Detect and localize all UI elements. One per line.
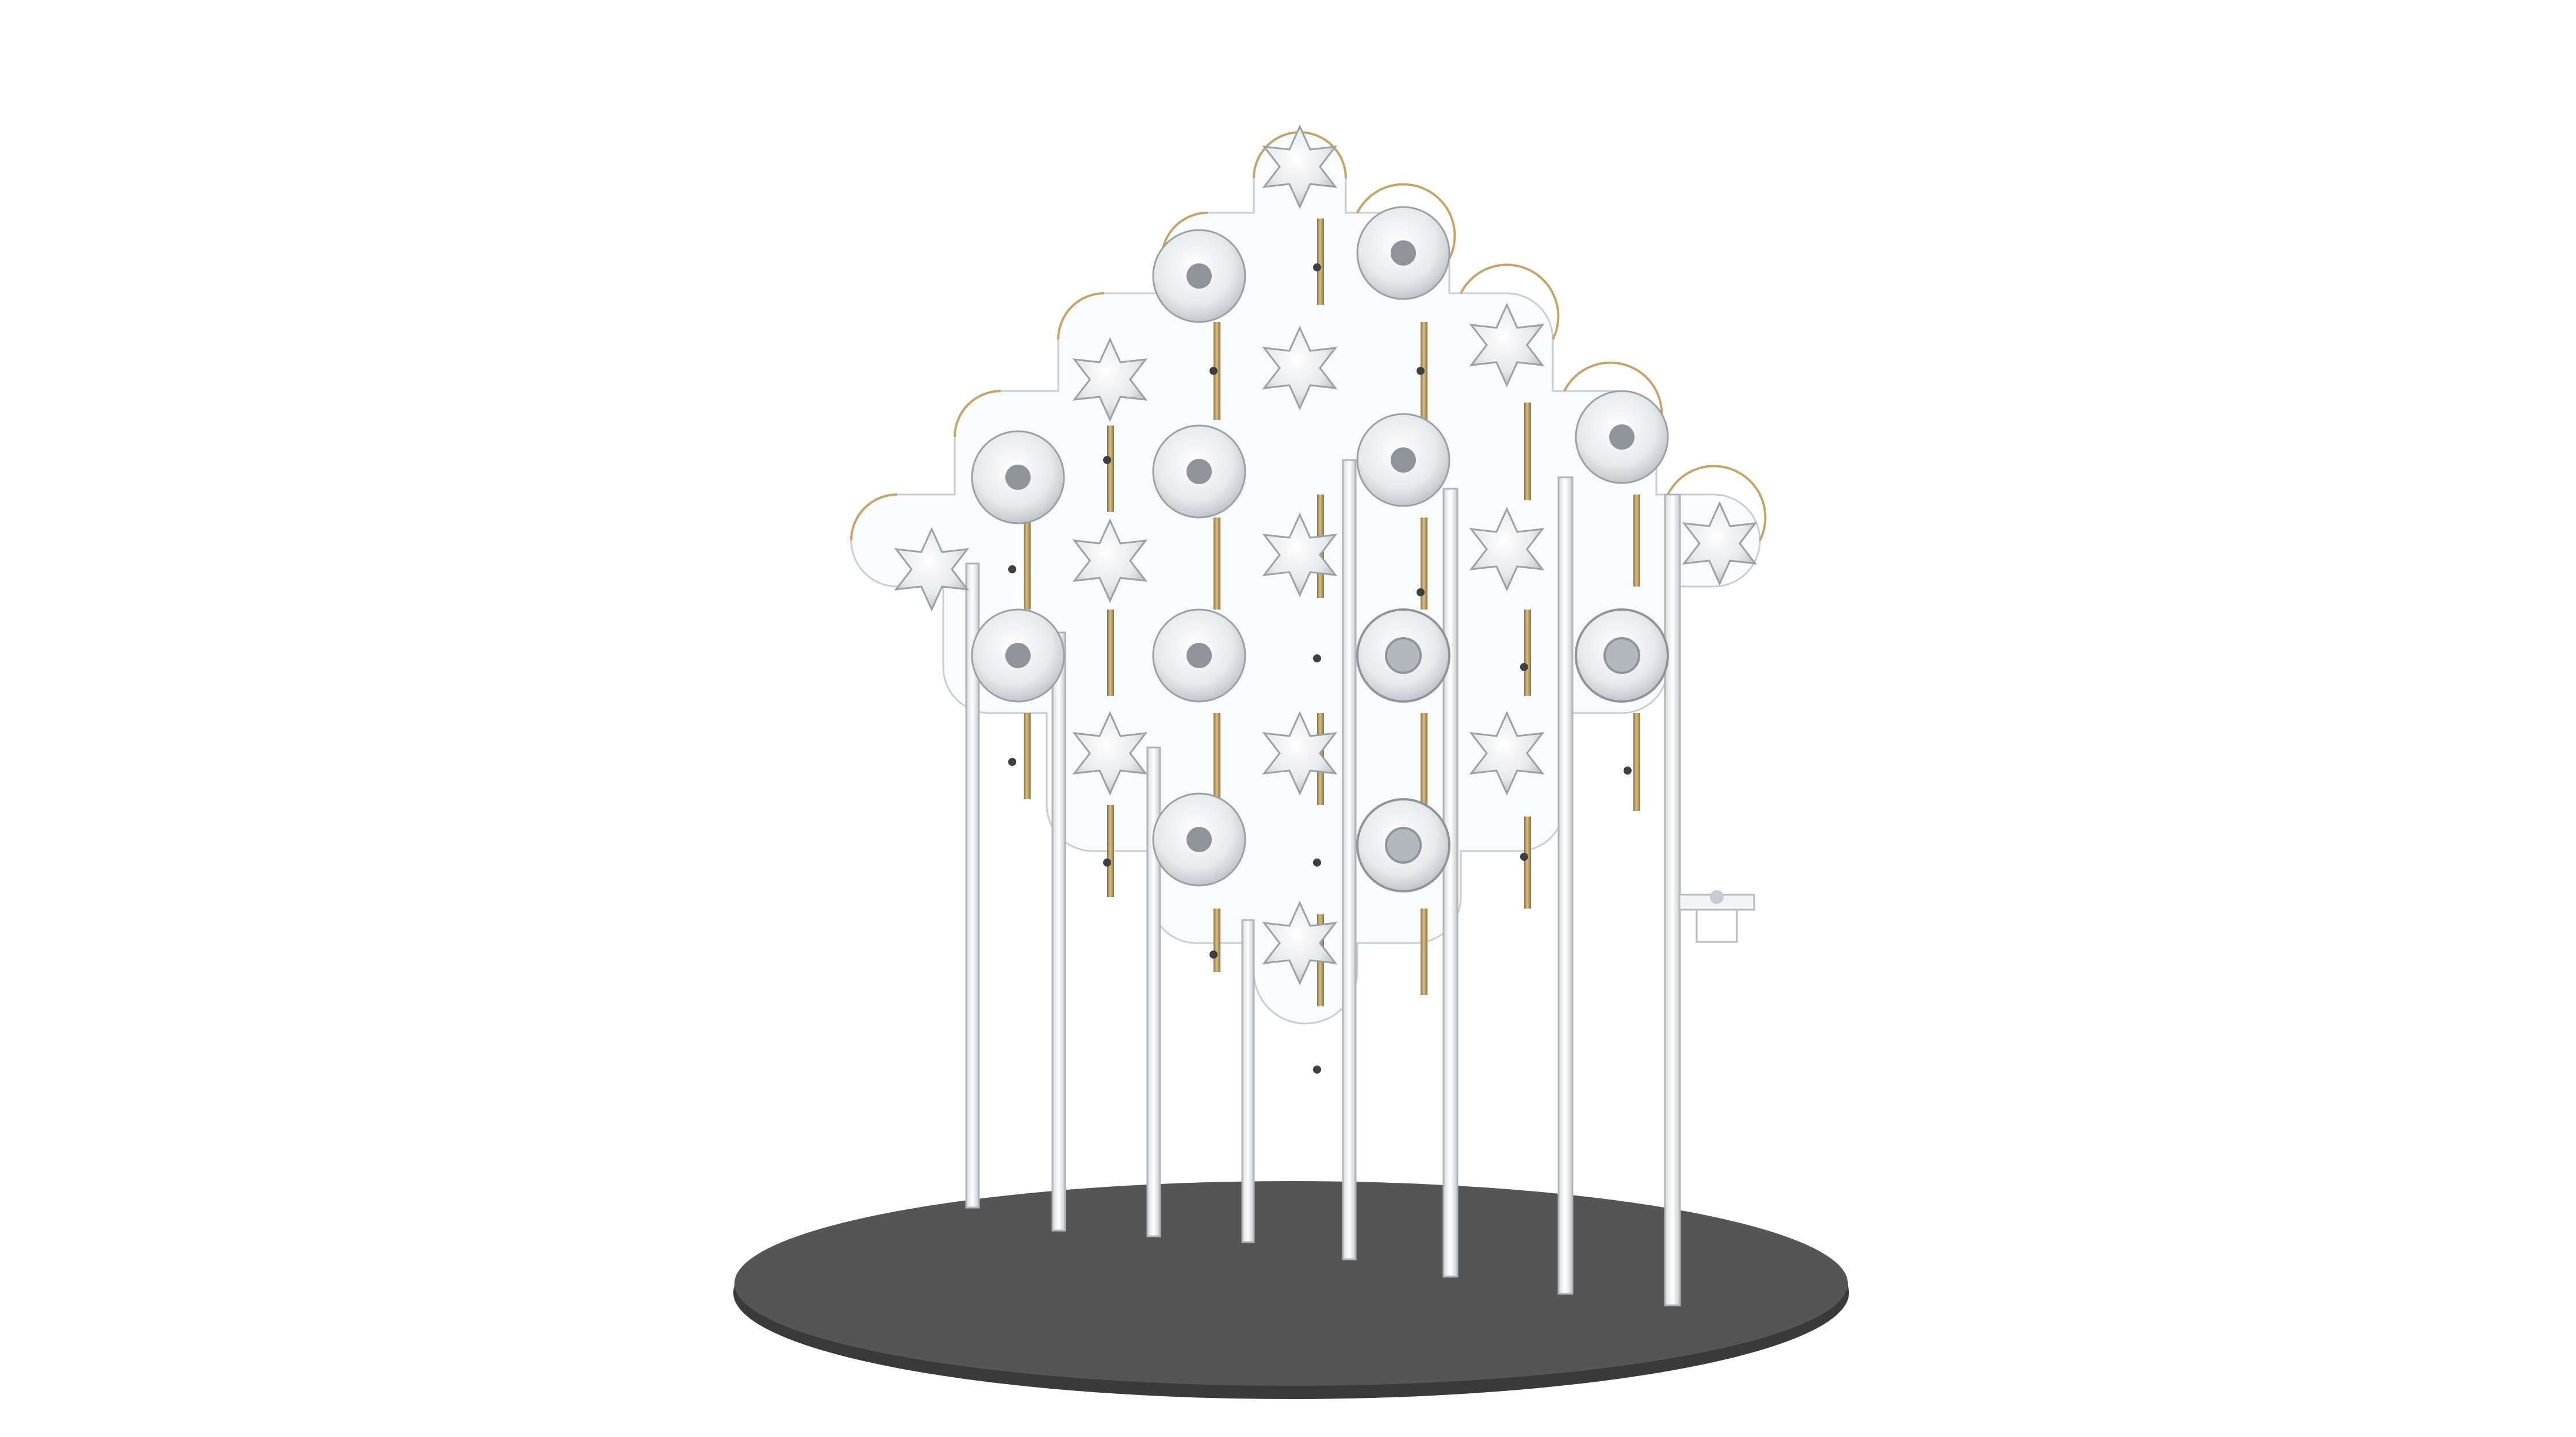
star-ornament: [1072, 337, 1148, 422]
wheel-ornament: [1356, 608, 1450, 703]
support-posts: [965, 459, 1681, 1306]
side-fixture: [1678, 890, 1755, 943]
star-ornament: [1262, 512, 1338, 597]
star-ornament: [1262, 325, 1338, 411]
rosette-ornament: [1152, 792, 1246, 887]
base-disc: [733, 1181, 1849, 1399]
rosette-ornament: [971, 430, 1065, 524]
star-ornament: [1262, 124, 1338, 209]
rosette-ornament: [1356, 413, 1450, 507]
brass-trim: [850, 131, 1767, 541]
wheel-ornament: [1356, 798, 1450, 892]
wheel-ornament: [1575, 608, 1669, 703]
star-ornament: [894, 527, 970, 612]
star-ornament: [1469, 711, 1545, 796]
star-ornament: [1469, 302, 1545, 388]
star-ornament: [1469, 507, 1545, 592]
star-ornament: [1072, 518, 1148, 603]
rosette-ornament: [1152, 424, 1246, 519]
star-ornament: [1262, 711, 1338, 796]
star-ornament: [1072, 711, 1148, 796]
star-ornaments: [894, 124, 1758, 986]
wheel-ornaments: [1356, 608, 1669, 892]
rosette-ornaments: [971, 206, 1669, 887]
rosette-ornament: [971, 608, 1065, 703]
rosette-ornament: [1356, 206, 1450, 300]
rosette-ornament: [1152, 608, 1246, 703]
star-ornament: [1262, 900, 1338, 986]
pendant-dots: [1008, 263, 1632, 1074]
rosette-ornament: [1152, 229, 1246, 323]
rosette-ornament: [1575, 390, 1669, 484]
star-ornament: [1682, 501, 1758, 586]
